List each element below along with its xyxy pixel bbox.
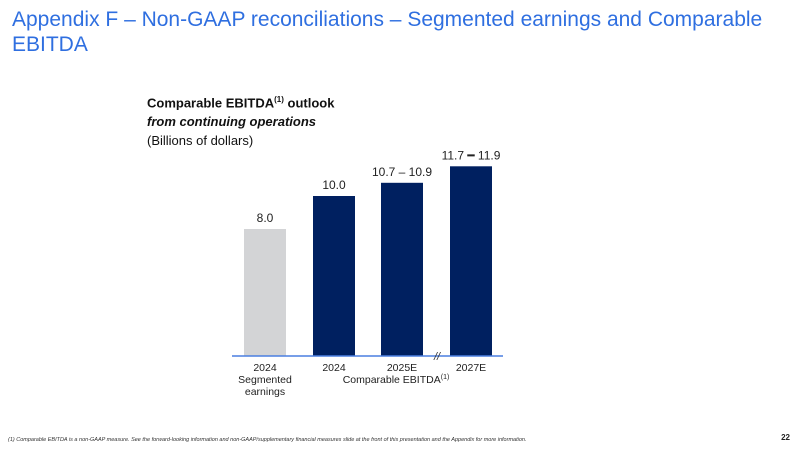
x-tick-label-0-line2: earnings — [245, 386, 285, 398]
footnote: (1) Comparable EBITDA is a non-GAAP meas… — [8, 437, 527, 443]
bar-0 — [244, 229, 286, 356]
page-number: 22 — [781, 433, 790, 442]
chart-heading-units: (Billions of dollars) — [147, 133, 254, 149]
group-label-comparable-ebitda: Comparable EBITDA(1) — [343, 374, 450, 386]
data-label-0: 8.0 — [257, 211, 274, 225]
data-label-1: 10.0 — [322, 178, 346, 192]
slide-title: Appendix F – Non-GAAP reconciliations – … — [12, 8, 763, 56]
x-tick-label-3: 2027E — [456, 362, 486, 374]
data-label-3: 11.7 ━ 11.9 — [442, 148, 501, 162]
axis-break-marker: // — [433, 351, 441, 363]
x-tick-label-2: 2025E — [387, 362, 417, 374]
chart-heading-line1: Comparable EBITDA(1) outlook — [147, 95, 335, 111]
x-tick-label-0-line0: 2024 — [253, 362, 277, 374]
footnote-marker: (1) — [274, 95, 284, 104]
bar-1 — [313, 196, 355, 356]
x-tick-label-1: 2024 — [322, 362, 346, 374]
data-label-2: 10.7 – 10.9 — [372, 165, 432, 179]
chart-heading-line2: from continuing operations — [147, 114, 316, 130]
bar-2 — [381, 182, 423, 356]
x-tick-label-0-line1: Segmented — [238, 374, 292, 386]
bar-3 — [450, 166, 492, 356]
chart-heading: Comparable EBITDA(1) outlook from contin… — [147, 90, 334, 150]
